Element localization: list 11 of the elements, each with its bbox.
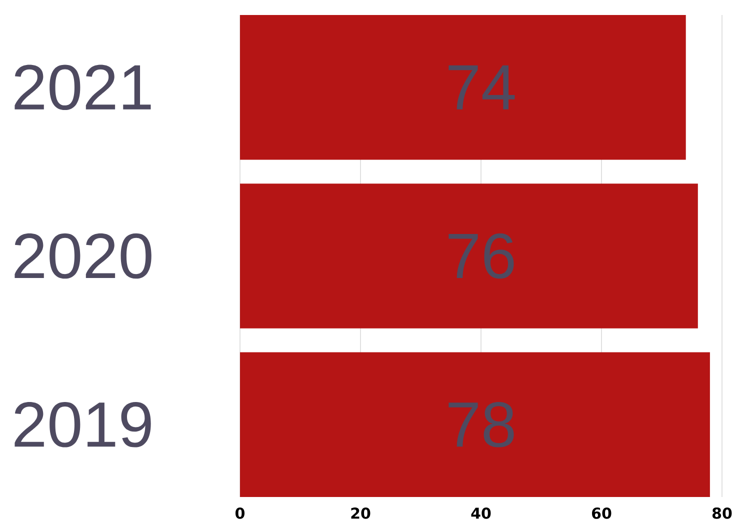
- x-tick-label: 0: [236, 508, 244, 519]
- x-tick-label: 80: [712, 508, 732, 519]
- data-label: 78: [448, 402, 514, 448]
- x-tick-label: 60: [592, 508, 612, 519]
- y-tick-label: 2019: [14, 402, 151, 448]
- y-tick-label: 2020: [14, 233, 152, 279]
- x-tick-label: 20: [351, 508, 370, 519]
- data-label: 76: [448, 233, 514, 279]
- y-tick-label: 2021: [14, 64, 151, 110]
- data-label: 74: [448, 65, 515, 110]
- x-tick-label: 40: [471, 508, 491, 519]
